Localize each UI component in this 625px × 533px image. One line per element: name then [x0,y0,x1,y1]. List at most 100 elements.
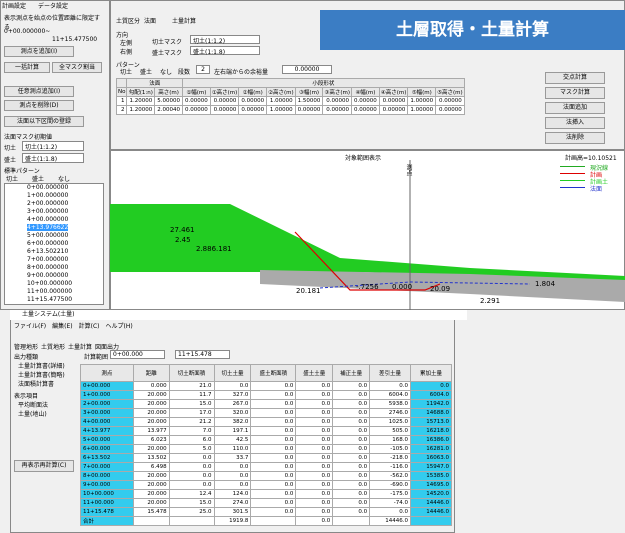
cell[interactable]: 0.00000 [351,96,380,106]
tab[interactable]: 法面 [144,18,157,25]
tab[interactable]: 土量計算 [172,18,197,25]
button[interactable]: 測点を追加(I) [4,46,74,57]
steps-input[interactable]: 2 [196,65,210,74]
button[interactable]: 交点計算 [545,72,605,84]
radio[interactable]: 切土 [6,176,19,183]
cell[interactable]: 0.00000 [378,105,409,115]
cell[interactable]: 1.00000 [407,96,437,106]
range-from[interactable]: 0+00.000 [110,350,165,359]
fill-select[interactable]: 盛土(1:1.8) [22,153,84,163]
cell: 20.000 [132,489,170,499]
radio[interactable]: 盛土 [140,69,153,76]
cell[interactable]: 1.20000 [126,105,156,115]
cell[interactable]: 1.20000 [126,96,156,106]
cell[interactable]: 1 [115,96,128,106]
radio[interactable]: 右側 [120,49,133,56]
station-item[interactable]: 10+00.000000 [27,280,73,287]
cell[interactable]: 0.00000 [181,105,211,115]
tab[interactable]: 土質地形 [41,344,66,351]
radio[interactable]: なし [160,69,173,76]
cell[interactable]: 0.00000 [322,96,353,106]
cut-mask-select[interactable]: 切土(1:1.2) [190,35,260,45]
menu-item[interactable]: 計算(C) [78,323,100,330]
cell: 8+00.000 [80,471,134,481]
cell[interactable]: 0.00000 [238,105,268,115]
button[interactable]: 任意測点追加(I) [4,86,74,97]
cell[interactable]: 0.00000 [435,105,465,115]
section-label: 20.09 [430,285,451,293]
menu-item[interactable]: 編集(E) [52,323,73,330]
station-item[interactable]: 11+00.000000 [27,288,73,295]
station-item[interactable]: 3+00.000000 [27,208,69,215]
cell[interactable]: 0.00000 [209,105,240,115]
menu-item[interactable]: ファイル(F) [14,323,47,330]
cell[interactable]: 1.00000 [407,105,437,115]
station-item[interactable]: 0+00.000000 [27,184,69,191]
radio[interactable]: 土量計算書(詳細) [18,363,65,370]
cell[interactable]: 2.00040 [154,105,183,115]
cell: 6+00.000 [80,444,134,454]
range-to[interactable]: 11+15.478 [175,350,230,359]
tab[interactable]: 管理地形 [14,344,39,351]
cell: 20.000 [132,444,170,454]
cell[interactable]: 2 [115,105,128,115]
station-item[interactable]: 6+00.000000 [27,240,69,247]
button[interactable]: 法面追加 [545,102,605,114]
cell: 合計 [80,516,134,526]
menu-item[interactable]: ヘルプ(H) [105,323,133,330]
radio[interactable]: なし [58,176,71,183]
button[interactable]: 法面以下区間の登録 [4,116,84,127]
fill-mask-select[interactable]: 盛土(1:1.8) [190,46,260,56]
tab[interactable]: 計画設定 [2,3,27,10]
cell[interactable]: 1.00000 [266,105,296,115]
radio[interactable]: 切土 [120,69,133,76]
station-item[interactable]: 6+13.502210 [27,248,69,255]
radio[interactable]: 左側 [120,40,133,47]
cell[interactable]: 5.00000 [154,96,183,106]
cell[interactable]: 0.00000 [181,96,211,106]
checkbox[interactable]: 土量(地山) [18,411,47,418]
station-item[interactable]: 1+00.000000 [27,192,69,199]
cell[interactable]: 0.00000 [351,105,380,115]
station-item[interactable]: 2+00.000000 [27,200,69,207]
radio[interactable]: 土量計算書(簡略) [18,372,65,379]
header: 盛土断面積 [250,364,297,382]
cell[interactable]: 0.00000 [238,96,268,106]
tab[interactable]: 土質区分 [116,18,141,25]
cell[interactable]: 0.00000 [209,96,240,106]
station-item[interactable]: 8+00.000000 [27,264,69,271]
station-item[interactable]: 4+00.000000 [27,216,69,223]
calc-button[interactable]: 再表示再計算(C) [14,460,74,472]
button[interactable]: 一括計算 [4,62,50,73]
cell[interactable]: 0.00000 [435,96,465,106]
cell[interactable]: 1.00000 [266,96,296,106]
range-check[interactable]: 表示測点を始点の位置距離に限定する [4,15,101,31]
soil-layer [260,270,625,302]
button[interactable]: 全マスク割当 [52,62,102,73]
margin-input[interactable]: 0.00000 [282,65,332,74]
station-list[interactable]: 0+00.000000 1+00.000000 2+00.000000 3+00.00… [4,183,104,305]
checkbox[interactable]: 平均断面法 [18,402,49,409]
station-item[interactable]: 9+00.000000 [27,272,69,279]
cell[interactable]: 0.00000 [294,105,324,115]
station-item[interactable]: 7+00.000000 [27,256,69,263]
station-item[interactable]: 4+13.976622 [27,224,69,231]
station-item[interactable]: 11+15.477500 [27,296,73,303]
group-title: 出力種類 [14,354,39,361]
cell[interactable]: 0.00000 [322,105,353,115]
tab[interactable]: 図面出力 [95,344,120,351]
radio[interactable]: 盛土 [32,176,45,183]
button[interactable]: 法挿入 [545,117,605,129]
cell[interactable]: 1.50000 [294,96,324,106]
tab[interactable]: 土量計算 [68,344,93,351]
tab[interactable]: データ設定 [38,3,69,10]
cell[interactable]: 0.00000 [378,96,409,106]
button[interactable]: マスク計算 [545,87,605,99]
button[interactable]: 測点を削除(D) [4,100,74,111]
button[interactable]: 法削除 [545,132,605,144]
cell: 14520.0 [409,489,453,499]
station-item[interactable]: 5+00.000000 [27,232,69,239]
range-display[interactable]: 対象範囲表示 [345,155,382,162]
cut-select[interactable]: 切土(1:1.2) [22,141,84,151]
radio[interactable]: 法面積計算書 [18,381,55,388]
